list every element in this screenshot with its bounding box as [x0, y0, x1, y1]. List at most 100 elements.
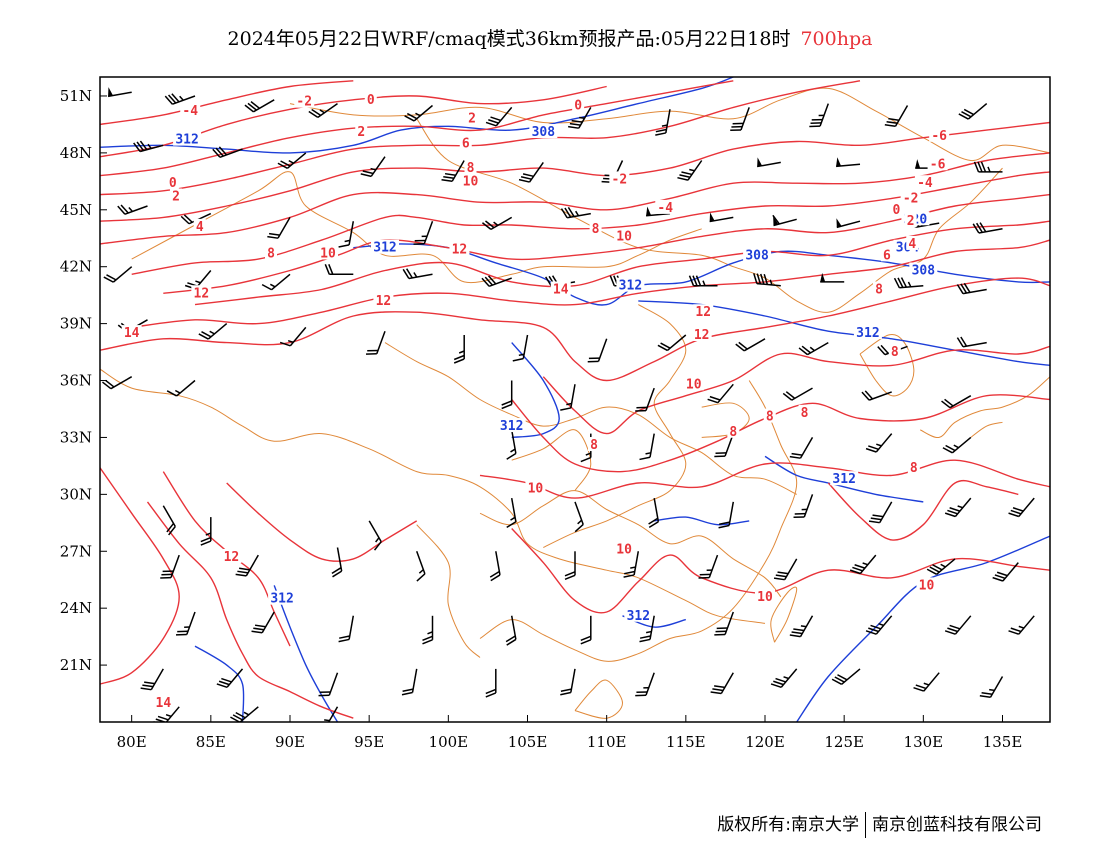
wind-barb [318, 672, 339, 697]
lon-tick-label: 125E [824, 733, 864, 751]
temperature-label-bg [466, 110, 479, 125]
temperature-label-bg [355, 124, 368, 139]
wind-barb [657, 334, 687, 352]
temperature-contour [827, 479, 1019, 541]
wind-barb [366, 330, 386, 355]
wind-barb [992, 562, 1019, 582]
lon-tick-label: 105E [508, 733, 548, 751]
temperature-label: 8 [267, 246, 275, 261]
wind-barb [973, 161, 1003, 173]
wind-barb [200, 517, 212, 546]
wind-barb [942, 436, 972, 454]
height-contour [100, 77, 734, 154]
lat-tick-label: 42N [60, 258, 92, 276]
wind-barb [415, 551, 426, 582]
wind-barb [279, 326, 307, 347]
temperature-contour [162, 471, 291, 647]
boundary-line [770, 586, 798, 643]
copyright-footer: 版权所有:南京大学 南京创蓝科技有限公司 [717, 810, 1042, 838]
height-label-bg [268, 590, 297, 605]
boundary-line [701, 402, 750, 438]
footer-separator [865, 812, 866, 838]
temperature-label: -6 [930, 157, 946, 172]
wind-barb [404, 104, 433, 122]
temperature-label: 10 [757, 590, 773, 605]
wind-barb [861, 390, 892, 401]
boundary-layer [100, 87, 1050, 719]
wind-barb [730, 107, 750, 132]
temperature-label: 2 [172, 190, 180, 205]
lon-tick-label: 130E [904, 733, 944, 751]
temperature-label: -4 [182, 104, 198, 119]
boundary-line [859, 334, 915, 397]
lat-tick-label: 30N [60, 485, 92, 503]
wind-barb [230, 706, 259, 722]
title-main: 2024年05月22日WRF/cmaq模式36km预报产品:05月22日18时 [227, 28, 791, 50]
wind-barb [564, 551, 576, 580]
height-label: 308 [532, 125, 556, 140]
wind-barb [560, 207, 591, 219]
height-contour [654, 516, 750, 526]
temperature-label: -2 [903, 191, 919, 206]
temperature-contour [100, 80, 734, 177]
wind-barb [506, 429, 517, 460]
wind-barb [623, 551, 640, 578]
wind-barb [101, 376, 133, 390]
wind-barb [956, 336, 987, 348]
lat-tick-label: 45N [60, 201, 92, 219]
temperature-label: 10 [616, 542, 632, 557]
wind-barb [884, 105, 909, 128]
wind-barb [176, 611, 196, 636]
wind-barb [216, 668, 244, 688]
wind-barb [789, 437, 814, 459]
lat-tick-label: 36N [60, 372, 92, 390]
wind-barb [688, 275, 718, 287]
height-contour [273, 585, 339, 722]
wind-barb [267, 217, 291, 239]
temperature-label-bg [929, 127, 950, 142]
boundary-line [543, 304, 687, 548]
temperature-label: 10 [919, 578, 935, 593]
wind-barb [160, 554, 180, 579]
wind-barb [709, 212, 734, 223]
temperature-label: 4 [908, 237, 916, 252]
wind-barb [331, 547, 343, 578]
lon-tick-label: 80E [117, 733, 147, 751]
temperature-label: 0 [367, 93, 375, 108]
temperature-label: 2 [468, 112, 476, 127]
wind-barb [979, 676, 1004, 699]
temperature-contour [100, 152, 1050, 245]
temperature-label-bg [572, 97, 585, 112]
temperature-label: 0 [574, 98, 582, 113]
wind-barb [164, 93, 196, 105]
temperature-label-bg [191, 285, 212, 300]
wind-barb [338, 615, 355, 643]
wind-barb [140, 668, 164, 691]
temperature-label-bg [459, 135, 472, 150]
title-level: 700hpa [800, 28, 873, 50]
lon-tick-label: 120E [745, 733, 785, 751]
wind-barb [368, 520, 382, 551]
temperature-label-bg [550, 281, 571, 296]
height-label-bg [853, 325, 882, 340]
height-contour [194, 645, 245, 722]
wind-barb [441, 160, 465, 183]
temperature-label-bg [904, 213, 917, 228]
boundary-line [511, 429, 592, 491]
wind-barb [308, 102, 338, 118]
temperature-label-bg [170, 188, 182, 203]
map-title: 2024年05月22日WRF/cmaq模式36km预报产品:05月22日18时 7… [0, 24, 1100, 51]
temperature-label: 10 [686, 377, 702, 392]
axis-layer: 80E 85E 90E 95E 100E 105E 110E 115E 120E 125E 130E… [60, 87, 1023, 751]
wind-barb [646, 206, 671, 217]
temperature-label-bg [460, 173, 481, 188]
temperature-label-bg [318, 245, 338, 260]
copyright-text: 版权所有:南京大学 [717, 815, 859, 835]
wind-barb [212, 146, 243, 159]
temperature-label: 6 [883, 248, 891, 263]
wind-barb [402, 268, 433, 280]
wind-barb [677, 160, 703, 181]
wind-barb [639, 433, 655, 461]
lat-tick-label: 48N [60, 144, 92, 162]
